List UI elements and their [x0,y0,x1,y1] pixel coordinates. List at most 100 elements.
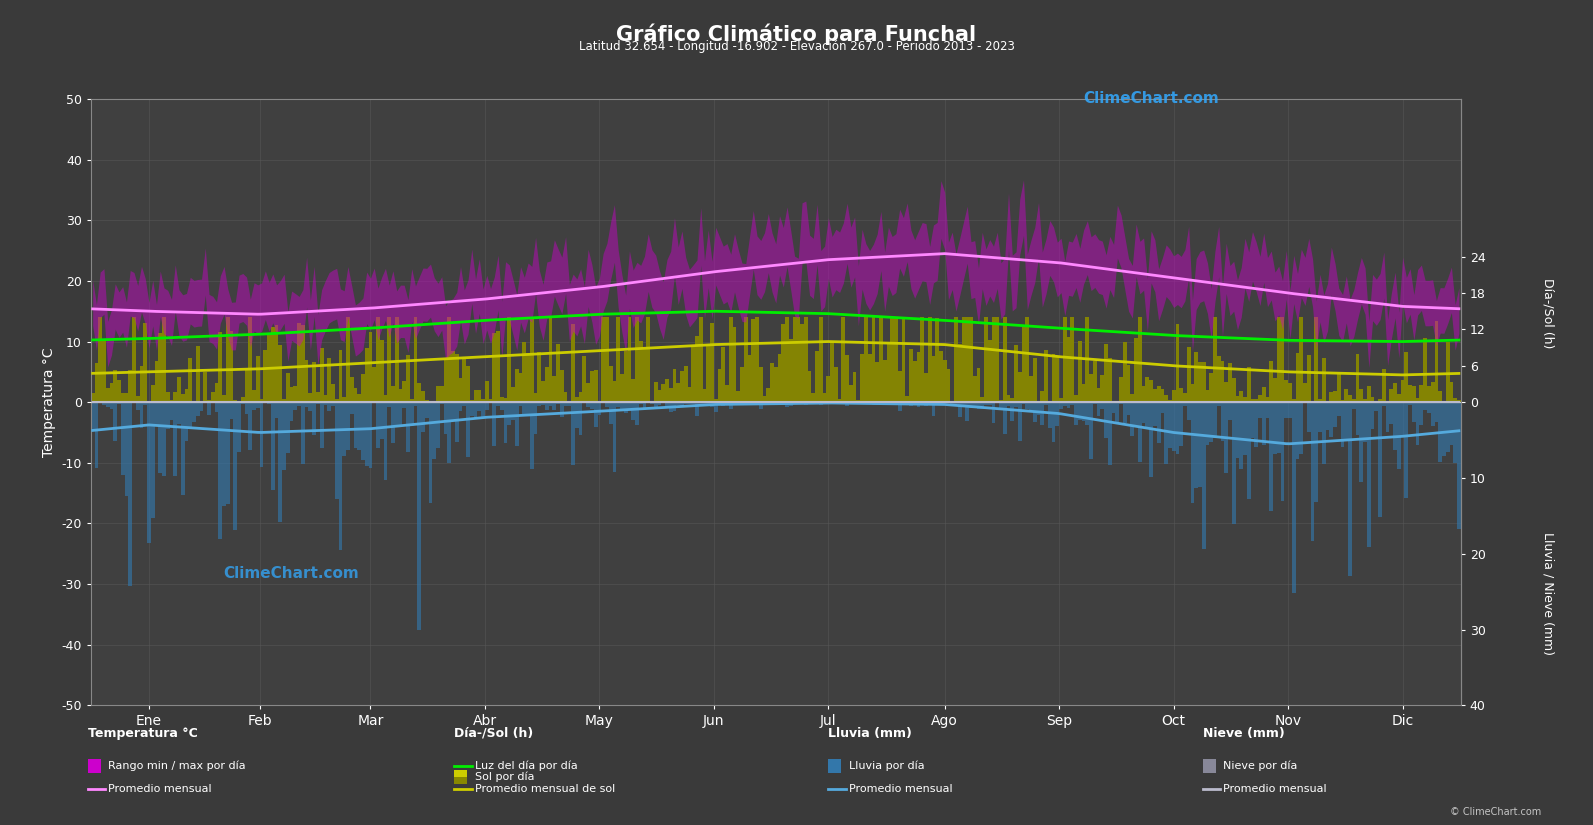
Bar [158,332,162,403]
Bar [1090,374,1093,403]
Bar [1082,403,1085,421]
Bar [999,403,1004,409]
Bar [1176,403,1179,454]
Bar [301,403,304,464]
Bar [1137,403,1142,462]
Bar [309,403,312,411]
Text: Día-/Sol (h): Día-/Sol (h) [1542,278,1555,349]
Text: Promedio mensual: Promedio mensual [849,784,953,794]
Bar [91,393,94,403]
Bar [1289,403,1292,418]
Bar [121,403,124,474]
Bar [1341,403,1344,447]
Bar [578,392,583,403]
Bar [376,403,379,448]
Bar [1416,398,1419,403]
Bar [274,403,279,417]
Bar [1419,384,1423,403]
Bar [443,403,448,434]
Bar [613,403,616,472]
Bar [1394,403,1397,450]
Bar [624,403,628,412]
Bar [298,323,301,403]
Bar [1131,403,1134,436]
Bar [1082,384,1085,403]
Bar [229,403,234,419]
Bar [1190,384,1195,403]
Bar [1306,403,1311,432]
Bar [327,403,331,411]
Bar [1330,403,1333,437]
Bar [863,318,868,403]
Bar [511,403,515,420]
Bar [589,371,594,403]
Bar [331,384,335,403]
Bar [1278,403,1281,454]
Bar [631,380,636,403]
Bar [282,403,287,470]
Bar [766,388,769,403]
Bar [226,318,229,403]
Bar [1442,403,1446,455]
Bar [379,403,384,440]
Bar [1172,403,1176,451]
Bar [335,398,339,403]
Bar [1145,403,1149,427]
Bar [1101,403,1104,409]
Bar [467,403,470,457]
Bar [1153,389,1157,403]
Bar [376,318,379,403]
Bar [481,398,484,403]
Bar [245,370,249,403]
Bar [448,318,451,403]
Bar [1051,354,1056,403]
Bar [221,395,226,403]
Bar [515,369,519,403]
Bar [467,366,470,403]
Bar [298,403,301,406]
Bar [495,331,500,403]
Bar [215,403,218,412]
Bar [1085,403,1090,426]
Bar [1021,403,1026,404]
Text: © ClimeChart.com: © ClimeChart.com [1450,807,1540,817]
Bar [553,403,556,410]
Bar [1078,341,1082,403]
Bar [342,398,346,403]
Bar [1303,383,1306,403]
Bar [1270,361,1273,403]
Bar [1317,403,1322,432]
Text: Día-/Sol (h): Día-/Sol (h) [454,727,534,740]
Bar [398,389,403,403]
Bar [390,386,395,403]
Bar [169,400,174,403]
Bar [991,318,996,403]
Text: ClimeChart.com: ClimeChart.com [1083,91,1219,106]
Bar [1109,358,1112,403]
Bar [425,399,429,403]
Bar [293,385,298,403]
Bar [669,388,672,403]
Bar [1220,361,1225,403]
Bar [1341,400,1344,403]
Bar [921,403,924,405]
Bar [789,403,793,406]
Bar [703,403,706,406]
Bar [365,347,368,403]
Bar [804,318,808,403]
Bar [140,366,143,403]
Bar [129,370,132,403]
Bar [620,374,624,403]
Bar [1284,380,1289,403]
Bar [1370,403,1375,428]
Bar [969,403,973,408]
Bar [241,403,245,404]
Bar [451,403,456,421]
Text: Latitud 32.654 - Longitud -16.902 - Elevación 267.0 - Periodo 2013 - 2023: Latitud 32.654 - Longitud -16.902 - Elev… [578,40,1015,54]
Bar [256,403,260,408]
Bar [796,318,800,403]
Bar [320,347,323,403]
Bar [379,340,384,403]
Bar [492,403,495,446]
Bar [1187,403,1190,420]
